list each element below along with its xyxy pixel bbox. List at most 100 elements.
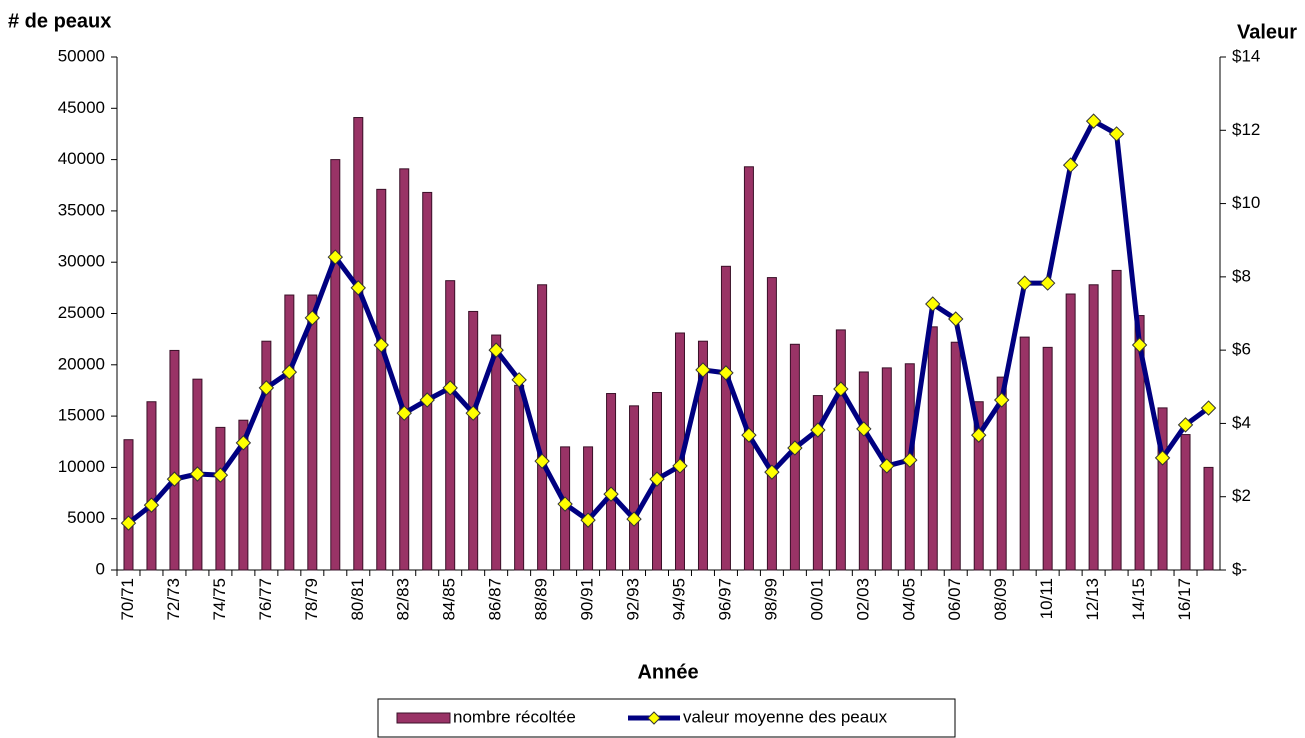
bar [1111, 269, 1122, 571]
y2-tick-label: $6 [1232, 340, 1251, 359]
marker [925, 296, 941, 312]
bar [697, 340, 708, 571]
marker [212, 467, 229, 483]
marker [580, 512, 596, 528]
bar [468, 310, 479, 571]
bar [422, 191, 433, 571]
x-tick-label: 70/71 [118, 578, 137, 621]
bar [1042, 346, 1053, 571]
bar [1203, 466, 1214, 571]
y2-tick-label: $4 [1232, 413, 1251, 432]
marker [1154, 450, 1171, 466]
marker [810, 422, 826, 438]
y-axis-title: # de peaux [8, 10, 111, 32]
bar [146, 401, 157, 571]
bar [353, 117, 364, 571]
marker [971, 427, 987, 443]
y2-axis-title: Valeur [1237, 21, 1297, 43]
y2-tick-label: $14 [1232, 46, 1260, 65]
x-tick-label: 90/91 [578, 578, 597, 621]
marker [1177, 417, 1194, 433]
marker [718, 365, 734, 381]
bar [766, 277, 777, 571]
x-tick-label: 02/03 [853, 578, 872, 621]
marker [120, 515, 137, 531]
marker [1108, 126, 1125, 142]
bar [537, 284, 548, 571]
marker [143, 497, 160, 513]
y-tick-label: 45000 [58, 98, 105, 117]
bar [1088, 284, 1099, 571]
x-tick-label: 84/85 [440, 578, 459, 621]
marker [557, 496, 573, 512]
y2-tick-label: $12 [1232, 120, 1260, 139]
x-tick-label: 16/17 [1175, 578, 1194, 621]
x-axis-title: Année [637, 661, 698, 683]
bar [261, 340, 272, 571]
x-tick-label: 96/97 [715, 578, 734, 621]
bar [445, 280, 456, 571]
y-tick-label: 50000 [58, 46, 105, 65]
legend-label: valeur moyenne des peaux [683, 707, 888, 726]
bar [123, 439, 134, 571]
x-tick-label: 98/99 [761, 578, 780, 621]
marker [534, 453, 550, 469]
bar [238, 419, 249, 571]
marker [1016, 275, 1033, 291]
x-tick-label: 72/73 [164, 578, 183, 621]
x-tick-label: 80/81 [348, 578, 367, 621]
marker [672, 458, 688, 474]
x-tick-label: 12/13 [1083, 578, 1102, 621]
x-tick-label: 14/15 [1129, 578, 1148, 621]
x-tick-label: 08/09 [991, 578, 1010, 621]
marker [626, 511, 642, 527]
marker [373, 337, 389, 353]
marker [649, 471, 665, 487]
bar [996, 376, 1007, 571]
marker [488, 342, 504, 358]
bar [583, 446, 594, 571]
bar [330, 159, 341, 571]
marker [1200, 400, 1217, 416]
marker [189, 466, 206, 482]
marker [902, 452, 918, 468]
bar [789, 343, 800, 571]
bar [169, 349, 180, 571]
y-tick-label: 0 [96, 559, 105, 578]
marker [787, 440, 803, 456]
marker [1062, 157, 1079, 173]
y2-tick-label: $- [1232, 559, 1247, 578]
marker [856, 421, 872, 437]
bar [514, 384, 525, 571]
marker [442, 380, 458, 396]
bar [215, 426, 226, 571]
y-tick-label: 25000 [58, 303, 105, 322]
y-tick-label: 15000 [58, 406, 105, 425]
marker [396, 405, 412, 421]
x-tick-label: 04/05 [899, 578, 918, 621]
bar [835, 329, 846, 571]
y-tick-label: 40000 [58, 149, 105, 168]
marker [166, 471, 183, 487]
y2-tick-label: $10 [1232, 193, 1260, 212]
x-tick-label: 00/01 [807, 578, 826, 621]
bar [950, 341, 961, 571]
bar [927, 326, 938, 571]
legend-swatch [396, 712, 451, 724]
marker [1085, 113, 1102, 129]
legend-marker [647, 711, 661, 725]
marker [327, 249, 344, 265]
marker [879, 458, 895, 474]
bar [858, 371, 869, 571]
bar [1134, 315, 1145, 571]
bar [399, 168, 410, 571]
x-tick-label: 92/93 [624, 578, 643, 621]
bar [720, 265, 731, 571]
x-tick-label: 74/75 [210, 578, 229, 621]
marker [258, 380, 275, 396]
x-tick-label: 10/11 [1037, 578, 1056, 619]
bar [376, 188, 387, 571]
y-tick-label: 30000 [58, 252, 105, 271]
x-tick-label: 88/89 [532, 578, 551, 621]
y-tick-label: 20000 [58, 354, 105, 373]
